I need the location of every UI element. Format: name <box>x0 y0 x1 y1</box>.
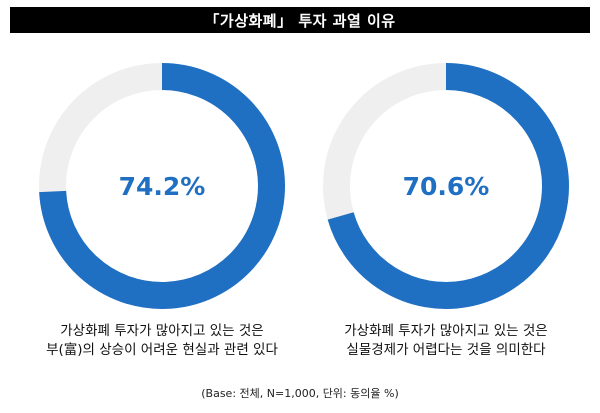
donut-value-label-0: 74.2% <box>119 172 206 201</box>
donut-value-label-1: 70.6% <box>403 172 490 201</box>
caption-left: 가상화폐 투자가 많아지고 있는 것은 부(富)의 상승이 어려운 현실과 관련… <box>22 322 302 360</box>
header-bar: 「가상화폐」 투자 과열 이유 <box>10 7 590 33</box>
caption-right: 가상화폐 투자가 많아지고 있는 것은 실물경제가 어렵다는 것을 의미한다 <box>306 322 586 360</box>
donut-slice-0 <box>39 63 285 309</box>
footnote: (Base: 전체, N=1,000, 단위: 동의율 %) <box>201 387 399 400</box>
caption-left-line-2: 부(富)의 상승이 어려운 현실과 관련 있다 <box>46 342 278 358</box>
donut-slice-1 <box>327 63 569 309</box>
chart-title: 「가상화폐」 투자 과열 이유 <box>204 11 396 30</box>
caption-left-line-1: 가상화폐 투자가 많아지고 있는 것은 <box>60 323 264 339</box>
caption-right-line-2: 실물경제가 어렵다는 것을 의미한다 <box>346 342 546 358</box>
caption-right-line-1: 가상화폐 투자가 많아지고 있는 것은 <box>344 323 548 339</box>
